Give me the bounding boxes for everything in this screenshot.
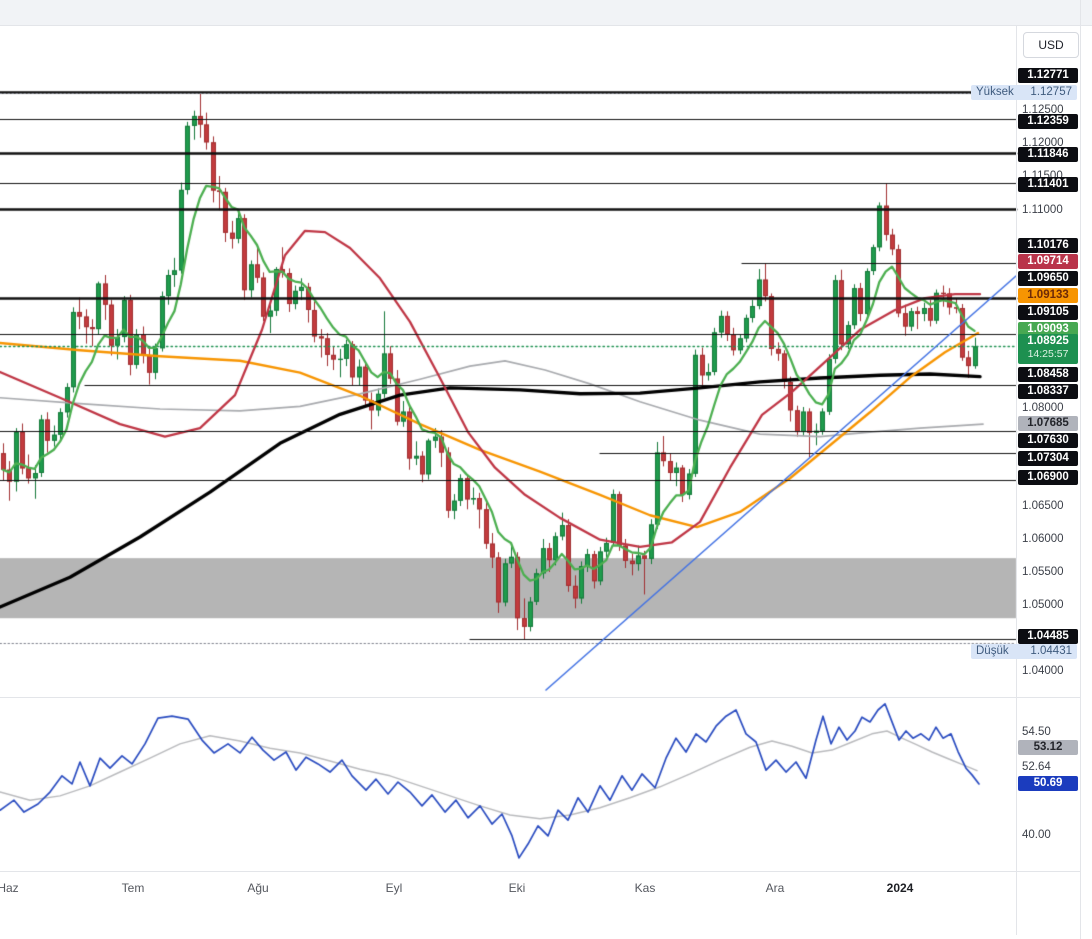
price-level-badge: 1.12359 (1018, 114, 1078, 129)
visible-high-label-text: Yüksek (976, 86, 1014, 98)
time-label-Kas: Kas (634, 881, 656, 895)
visible-low-label: Düşük 1.04431 (971, 644, 1077, 659)
price-tick: 1.06500 (1022, 500, 1064, 512)
price-level-badge: 1.09093 (1018, 322, 1078, 337)
visible-high-label: Yüksek 1.12757 (971, 85, 1077, 100)
price-level-badge: 1.07304 (1018, 451, 1078, 466)
price-level-badge: 1.09714 (1018, 254, 1078, 269)
countdown-timer: 14:25:57 (1027, 348, 1069, 360)
last-price-badge: 1.08925 14:25:57 (1018, 334, 1078, 364)
price-level-badge: 1.09650 (1018, 271, 1078, 286)
panel-right-border (1080, 0, 1081, 939)
price-level-badge: 1.07630 (1018, 433, 1078, 448)
price-level-badge: 1.08458 (1018, 367, 1078, 382)
rsi-tick: 54.50 (1022, 726, 1051, 738)
visible-low-label-value: 1.04431 (1030, 645, 1072, 657)
time-label-Ara: Ara (765, 881, 785, 895)
price-level-badge: 1.06900 (1018, 470, 1078, 485)
price-level-badge: 1.12771 (1018, 68, 1078, 83)
price-level-badge: 1.10176 (1018, 238, 1078, 253)
visible-low-label-text: Düşük (976, 645, 1009, 657)
rsi-value-badge: 53.12 (1018, 740, 1078, 755)
price-level-badge: 1.07685 (1018, 416, 1078, 431)
price-level-badge: 1.08337 (1018, 384, 1078, 399)
currency-toggle-button[interactable]: USD (1023, 32, 1079, 58)
price-tick: 1.08000 (1022, 402, 1064, 414)
price-tick: 1.05000 (1022, 599, 1064, 611)
price-level-badge: 1.09105 (1018, 305, 1078, 320)
price-tick: 1.06000 (1022, 533, 1064, 545)
rsi-tick: 52.64 (1022, 761, 1051, 773)
time-label-Tem: Tem (121, 881, 145, 895)
price-level-badge: 1.11846 (1018, 147, 1078, 162)
price-level-badge: 1.09133 (1018, 288, 1078, 303)
time-label-2024: 2024 (886, 881, 914, 895)
time-label-Eyl: Eyl (385, 881, 403, 895)
visible-high-label-value: 1.12757 (1030, 86, 1072, 98)
rsi-tick: 40.00 (1022, 829, 1051, 841)
time-label-Ağu: Ağu (247, 881, 269, 895)
topbar-divider (0, 25, 1080, 26)
rsi-value-badge: 50.69 (1018, 776, 1078, 791)
price-tick: 1.04000 (1022, 665, 1064, 677)
price-tick: 1.05500 (1022, 566, 1064, 578)
price-tick: 1.12000 (1022, 137, 1064, 149)
time-label-Eki: Eki (508, 881, 526, 895)
price-level-badge: 1.11401 (1018, 177, 1078, 192)
price-tick: 1.11000 (1022, 204, 1063, 216)
time-label-Haz: Haz (0, 881, 19, 895)
price-tick: 1.12500 (1022, 104, 1064, 116)
time-axis-divider (0, 871, 1080, 872)
price-axis-border (1016, 25, 1017, 935)
last-price: 1.08925 (1027, 335, 1069, 347)
pane-separator[interactable] (0, 697, 1080, 698)
price-level-badge: 1.04485 (1018, 629, 1078, 644)
